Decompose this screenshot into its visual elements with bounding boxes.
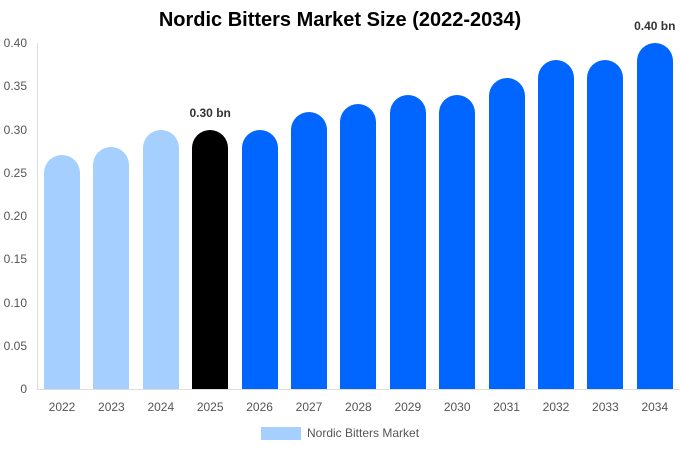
y-tick-label: 0 — [20, 382, 27, 396]
bar-2025[interactable] — [192, 129, 229, 389]
y-tick-label: 0.35 — [3, 79, 27, 94]
x-tick-label: 2031 — [493, 400, 520, 414]
x-tick-label: 2026 — [246, 400, 273, 414]
bar-2024[interactable] — [142, 129, 179, 389]
x-tick-label: 2029 — [394, 400, 422, 414]
chart-title: Nordic Bitters Market Size (2022-2034) — [158, 9, 522, 31]
y-tick-label: 0.30 — [3, 122, 27, 137]
x-tick-label: 2027 — [295, 400, 323, 414]
x-tick-label: 2025 — [196, 400, 224, 414]
legend[interactable]: Nordic Bitters Market — [261, 426, 419, 440]
data-label: 0.40 bn — [634, 19, 676, 33]
y-tick-label: 0.05 — [3, 338, 27, 353]
x-tick-label: 2030 — [443, 400, 471, 414]
x-tick-label: 2022 — [48, 400, 76, 414]
bar-2022[interactable] — [44, 155, 80, 389]
bar-2034[interactable] — [636, 43, 673, 389]
bar-2031[interactable] — [488, 77, 525, 389]
x-tick-label: 2032 — [542, 400, 570, 414]
bar-2032[interactable] — [538, 60, 574, 389]
bar-2033[interactable] — [587, 60, 624, 389]
y-tick-label: 0.25 — [3, 165, 27, 180]
bar-2030[interactable] — [439, 94, 476, 389]
y-tick-label: 0.10 — [3, 295, 27, 310]
bar-2028[interactable] — [340, 103, 377, 389]
legend-swatch — [261, 426, 301, 440]
x-tick-label: 2033 — [592, 400, 619, 414]
bar-2029[interactable] — [389, 94, 426, 389]
x-tick-label: 2028 — [345, 400, 372, 414]
y-tick-label: 0.40 — [3, 36, 27, 50]
y-axis-line — [37, 43, 38, 389]
data-label: 0.30 bn — [189, 105, 231, 120]
x-tick-label: 2024 — [147, 400, 175, 414]
bar-2027[interactable] — [291, 112, 327, 389]
x-tick-label: 2034 — [641, 400, 669, 414]
x-axis-line — [37, 389, 680, 390]
y-tick-label: 0.15 — [3, 252, 27, 267]
bar-2023[interactable] — [93, 146, 130, 389]
legend-label: Nordic Bitters Market — [307, 426, 420, 440]
bar-2026[interactable] — [241, 129, 278, 389]
x-tick-label: 2023 — [98, 400, 125, 414]
y-tick-label: 0.20 — [3, 209, 27, 223]
